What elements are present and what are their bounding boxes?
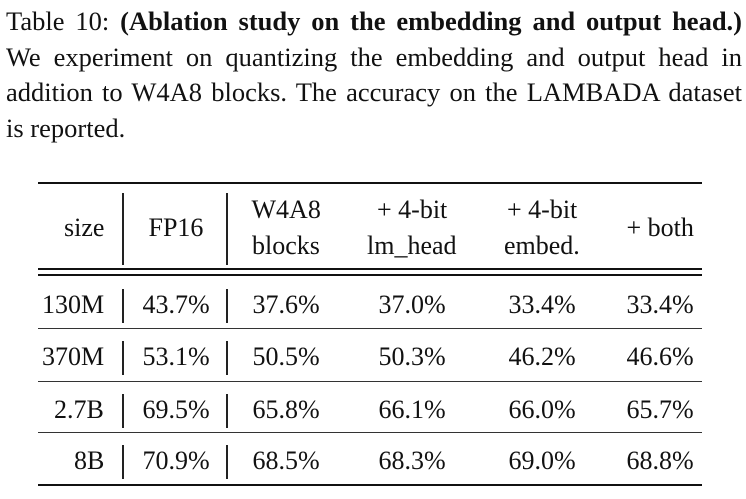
header-double-rule-1 [38,268,702,270]
column-separator [226,289,228,323]
table-cell: 46.6% [626,342,694,371]
column-header: size [64,213,105,242]
column-separator [226,394,228,428]
table-cell: 68.5% [252,446,320,475]
column-header: embed. [504,231,580,260]
table-bottom-rule [38,484,702,486]
table-cell: 68.3% [378,446,446,475]
row-label: 2.7B [54,395,104,424]
table-cell: 43.7% [142,290,210,319]
column-separator [122,445,124,479]
row-divider [38,381,702,382]
table-cell: 69.0% [508,446,576,475]
column-separator [122,341,124,375]
column-header: W4A8 [251,195,321,224]
column-separator [122,289,124,323]
header-double-rule-2 [38,274,702,276]
row-label: 370M [42,342,105,371]
table-cell: 37.0% [378,290,446,319]
row-label: 130M [42,290,105,319]
column-separator [226,193,228,265]
column-header: blocks [252,231,320,260]
table-cell: 37.6% [252,290,320,319]
caption-label: Table 10: [6,6,110,36]
caption-text: We experiment on quantizing the embeddin… [6,41,742,143]
column-header: lm_head [367,231,457,260]
column-separator [122,193,124,265]
table-cell: 50.5% [252,342,320,371]
table-cell: 33.4% [508,290,576,319]
table-cell: 66.1% [378,395,446,424]
table-cell: 65.8% [252,395,320,424]
table-cell: 46.2% [508,342,576,371]
caption-title: (Ablation study on the embedding and out… [120,6,743,36]
table-cell: 69.5% [142,395,210,424]
table-cell: 70.9% [142,446,210,475]
table-cell: 65.7% [626,395,694,424]
column-header: + both [626,213,694,242]
column-separator [226,341,228,375]
table-cell: 66.0% [508,395,576,424]
table-top-rule [38,182,702,184]
table-cell: 68.8% [626,446,694,475]
row-divider [38,328,702,329]
table-cell: 50.3% [378,342,446,371]
column-header: + 4-bit [507,195,578,224]
table-caption: Table 10: (Ablation study on the embeddi… [6,4,742,146]
column-header: + 4-bit [377,195,448,224]
column-header: FP16 [148,213,204,242]
table-cell: 53.1% [142,342,210,371]
column-separator [226,445,228,479]
column-separator [122,394,124,428]
row-divider [38,432,702,433]
table-cell: 33.4% [626,290,694,319]
row-label: 8B [74,446,105,475]
